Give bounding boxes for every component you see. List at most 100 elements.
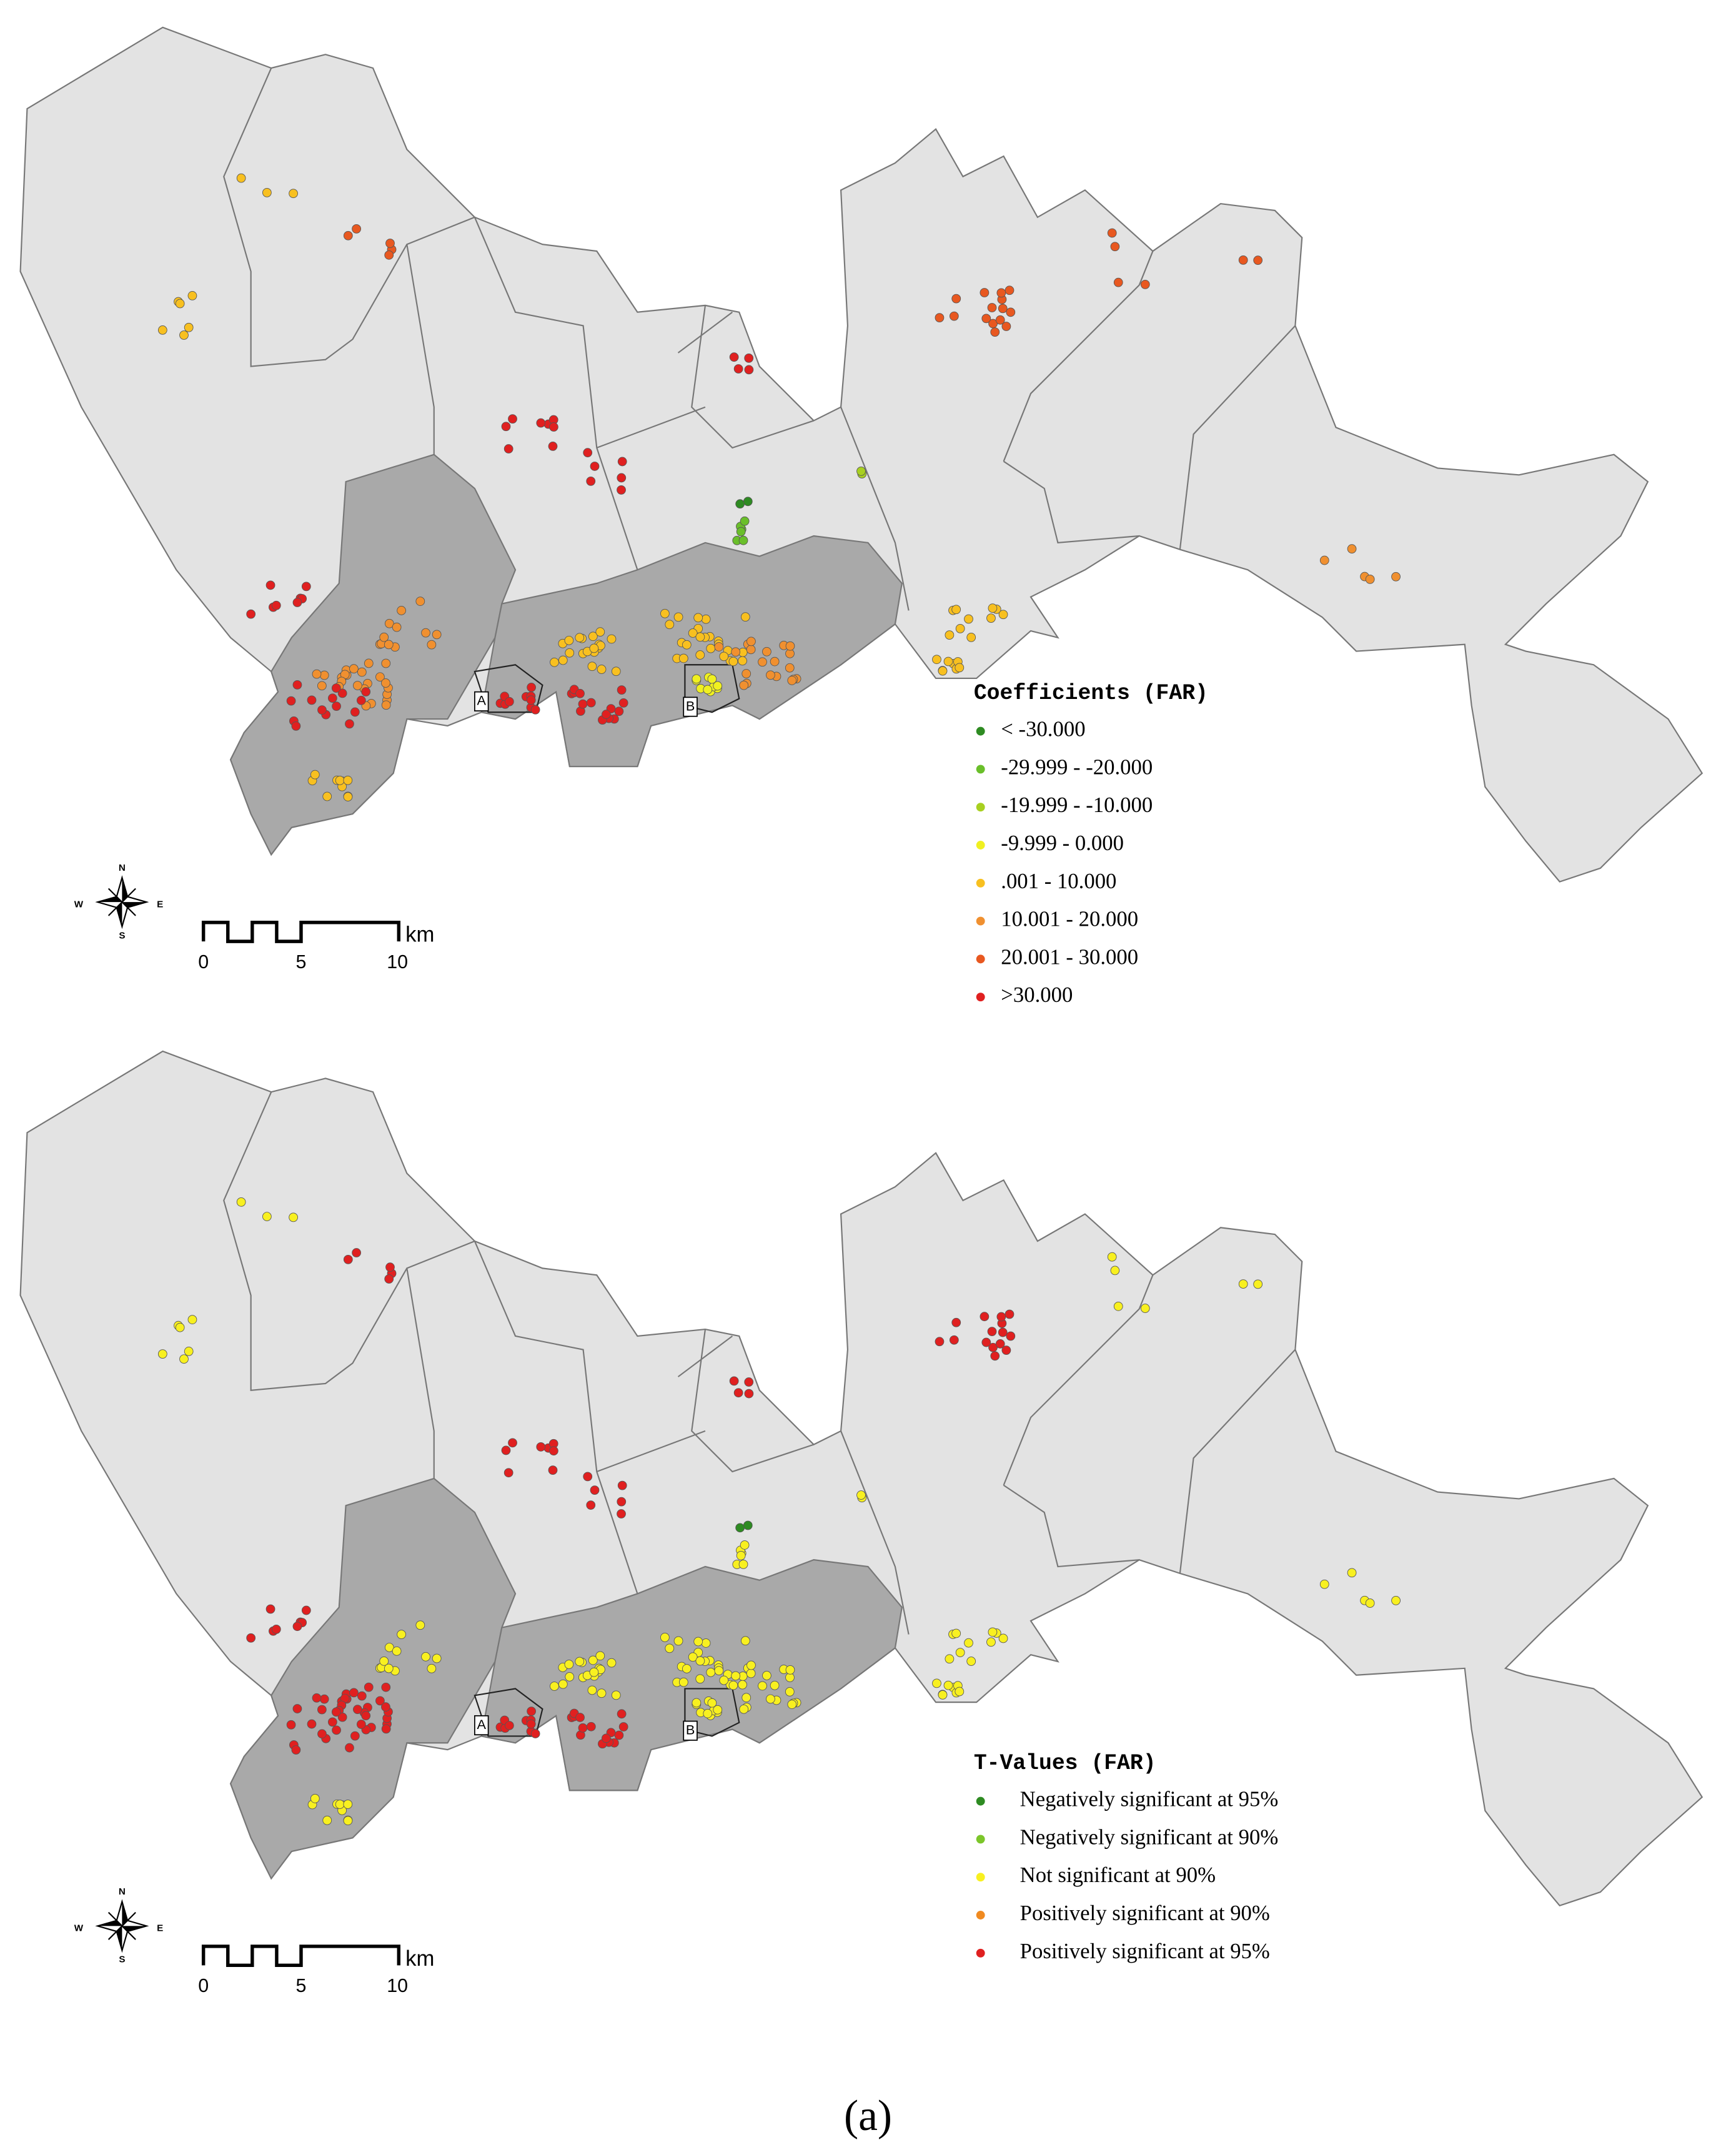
point — [743, 1520, 753, 1530]
point — [349, 664, 359, 674]
point — [312, 1693, 322, 1703]
point — [617, 1509, 626, 1518]
point — [589, 643, 599, 653]
point — [350, 1731, 360, 1741]
point — [157, 325, 167, 335]
area-marker-box — [683, 1720, 698, 1741]
point — [381, 1682, 391, 1692]
point — [766, 1694, 775, 1704]
point — [1319, 1579, 1329, 1589]
point — [381, 658, 391, 668]
point — [617, 457, 627, 467]
point — [746, 645, 756, 655]
scale-unit: km — [405, 923, 434, 947]
point — [673, 612, 683, 622]
point — [317, 705, 327, 715]
scale-label: 10 — [387, 951, 408, 973]
point — [758, 657, 767, 667]
point — [743, 497, 753, 507]
point — [381, 1702, 390, 1712]
legend-label: -29.999 - -20.000 — [1001, 755, 1153, 779]
point — [343, 1255, 353, 1264]
point — [586, 1721, 596, 1731]
point — [421, 628, 430, 638]
legend-label: -19.999 - -10.000 — [1001, 793, 1153, 817]
point — [1238, 255, 1248, 265]
point — [501, 422, 511, 432]
city-map — [19, 26, 1703, 883]
point — [746, 637, 756, 646]
point — [597, 665, 607, 674]
point — [262, 188, 272, 197]
point — [995, 1339, 1005, 1349]
point — [335, 776, 345, 785]
point — [693, 1637, 703, 1647]
point — [392, 622, 402, 632]
point — [246, 1633, 256, 1643]
point — [1253, 1279, 1263, 1289]
point — [728, 656, 738, 666]
point — [707, 674, 717, 684]
point — [996, 288, 1006, 298]
point — [504, 696, 514, 706]
point — [345, 719, 354, 729]
point — [980, 1312, 990, 1322]
point — [733, 1388, 743, 1398]
point — [955, 624, 965, 633]
point — [353, 1705, 362, 1715]
point — [787, 1700, 797, 1709]
point — [856, 466, 866, 476]
point — [343, 1800, 353, 1809]
point — [731, 647, 741, 657]
point — [735, 1523, 745, 1533]
point — [682, 1664, 692, 1673]
point — [739, 1704, 749, 1714]
point — [175, 1322, 185, 1332]
point — [317, 1705, 327, 1715]
point — [187, 1315, 197, 1324]
area-marker: B — [686, 698, 695, 713]
point — [607, 1658, 617, 1668]
compass-rose — [97, 1901, 147, 1951]
point — [575, 1657, 585, 1667]
point — [503, 444, 513, 453]
compass-rose — [97, 877, 147, 928]
point — [729, 1376, 739, 1386]
city-map — [19, 1050, 1703, 1906]
point — [187, 291, 197, 300]
point — [987, 1327, 997, 1337]
point — [739, 680, 749, 690]
point — [949, 311, 959, 321]
point — [695, 1656, 705, 1666]
point — [695, 632, 705, 642]
point — [271, 1625, 281, 1634]
point — [526, 1719, 536, 1729]
point — [583, 1472, 593, 1482]
point — [703, 685, 713, 695]
point — [714, 642, 724, 651]
point — [337, 688, 347, 698]
legend-symbol — [976, 841, 985, 850]
point — [1253, 255, 1263, 265]
point — [317, 1729, 327, 1739]
point — [746, 1660, 756, 1670]
point — [1140, 279, 1150, 289]
point — [980, 288, 990, 297]
point — [307, 1719, 317, 1729]
point — [343, 230, 353, 240]
point — [352, 1248, 361, 1257]
point — [744, 353, 754, 363]
point — [291, 721, 301, 731]
point — [938, 1690, 948, 1700]
legend-symbol — [976, 726, 985, 736]
point — [733, 364, 743, 374]
point — [184, 322, 194, 332]
point — [611, 1690, 621, 1700]
point — [588, 632, 598, 642]
point — [1006, 307, 1016, 317]
point — [432, 1653, 442, 1663]
point — [327, 693, 337, 703]
area-marker-box — [474, 691, 489, 711]
point — [738, 535, 748, 545]
legend-symbol — [976, 1948, 985, 1958]
